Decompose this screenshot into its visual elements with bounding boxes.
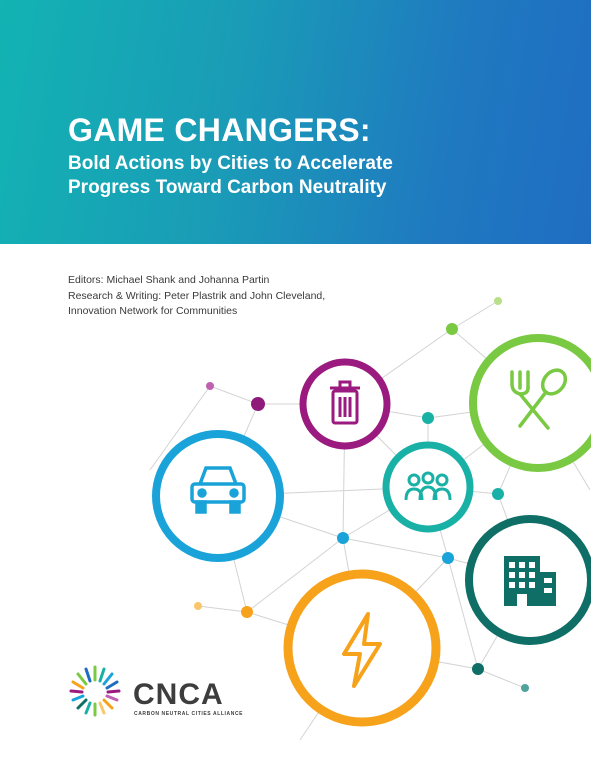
building-icon xyxy=(504,556,556,606)
cover-subtitle: Bold Actions by Cities to Accelerate Pro… xyxy=(68,152,393,200)
node-blue-2 xyxy=(442,552,454,564)
node-dark-teal xyxy=(472,663,484,675)
node-teal xyxy=(422,412,434,424)
credits-block: Editors: Michael Shank and Johanna Parti… xyxy=(68,273,325,320)
cover-subtitle-line-1: Bold Actions by Cities to Accelerate xyxy=(68,153,393,174)
cnca-logo-subtitle: CARBON NEUTRAL CITIES ALLIANCE xyxy=(134,711,244,717)
research-credit-line-2: Innovation Network for Communities xyxy=(68,305,238,317)
energy-circle xyxy=(283,569,441,727)
node-orange xyxy=(241,606,253,618)
editors-credit: Editors: Michael Shank and Johanna Parti… xyxy=(68,274,270,286)
buildings-circle xyxy=(465,515,591,645)
node-green xyxy=(446,323,458,335)
node-light-orange xyxy=(194,602,202,610)
network-nodes xyxy=(194,297,529,692)
community-circle xyxy=(382,441,474,533)
transport-circle xyxy=(152,430,284,562)
research-credit-line-1: Research & Writing: Peter Plastrik and J… xyxy=(68,289,326,302)
fork-spoon-icon xyxy=(510,368,568,430)
cnca-logo-text: CNCA xyxy=(133,678,224,711)
cover-subtitle-line-2: Progress Toward Carbon Neutrality xyxy=(68,177,387,198)
network-illustration xyxy=(69,297,591,741)
people-group-icon xyxy=(404,471,452,501)
car-icon xyxy=(190,466,246,514)
cover-title: GAME CHANGERS: xyxy=(68,112,371,148)
cnca-logo-mark xyxy=(69,665,121,717)
node-grey-teal xyxy=(521,684,529,692)
node-teal-2 xyxy=(492,488,504,500)
node-light-green xyxy=(494,297,502,305)
food-circle xyxy=(469,334,591,472)
trash-can-icon xyxy=(330,380,360,425)
lightning-bolt-icon xyxy=(342,612,382,688)
node-purple xyxy=(251,397,265,411)
node-pink xyxy=(206,382,214,390)
node-blue xyxy=(337,532,349,544)
cover-header-band: GAME CHANGERS: Bold Actions by Cities to… xyxy=(0,0,591,244)
waste-circle xyxy=(299,358,391,450)
